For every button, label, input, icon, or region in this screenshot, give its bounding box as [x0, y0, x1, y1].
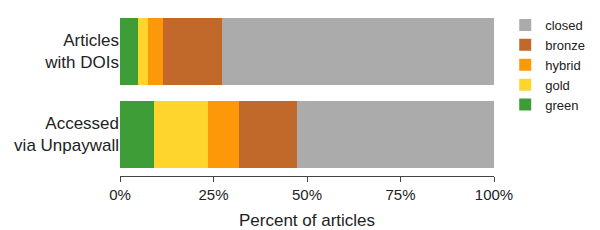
svg-text:25%: 25%: [198, 186, 228, 203]
svg-text:Articleswith DOIs: Articleswith DOIs: [44, 31, 119, 72]
svg-text:Accessedvia Unpaywall: Accessedvia Unpaywall: [14, 114, 119, 155]
svg-text:closed: closed: [545, 18, 583, 33]
svg-text:gold: gold: [545, 78, 570, 93]
svg-text:50%: 50%: [292, 186, 322, 203]
svg-text:bronze: bronze: [545, 38, 585, 53]
svg-text:100%: 100%: [475, 186, 513, 203]
svg-text:Percent of articles: Percent of articles: [239, 211, 375, 230]
svg-text:hybrid: hybrid: [545, 58, 580, 73]
svg-text:green: green: [545, 98, 578, 113]
svg-text:75%: 75%: [385, 186, 415, 203]
svg-text:0%: 0%: [109, 186, 131, 203]
